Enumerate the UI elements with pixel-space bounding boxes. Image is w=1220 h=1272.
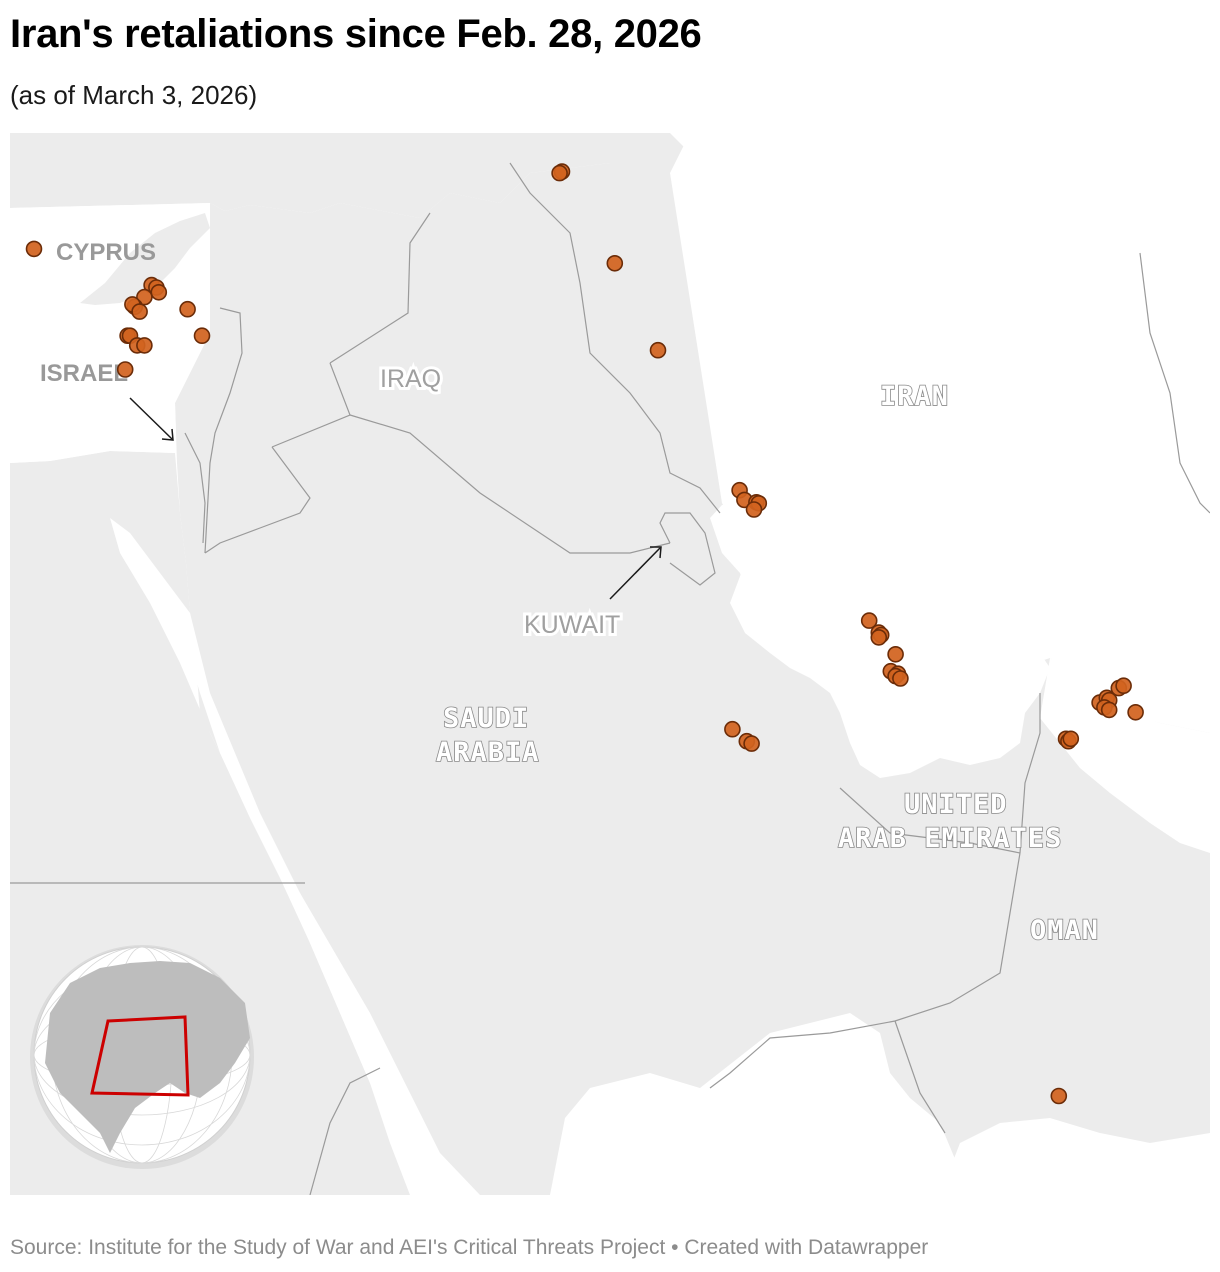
attack-marker[interactable] — [870, 629, 888, 646]
attack-marker[interactable] — [649, 341, 667, 359]
border-iraq-iran — [509, 162, 721, 514]
attack-marker[interactable] — [1050, 1087, 1068, 1105]
map-title: Iran's retaliations since Feb. 28, 2026 — [10, 12, 702, 56]
attack-marker[interactable] — [1062, 730, 1080, 748]
border-yemen-saudi — [709, 1020, 896, 1089]
source-note: Source: Institute for the Study of War a… — [10, 1236, 929, 1259]
label-saudi-2: ARABIA — [436, 737, 540, 768]
annotation-arrows — [129, 397, 662, 600]
arrow-kuwait — [609, 547, 661, 600]
arrow-israel — [129, 397, 173, 440]
border-group — [10, 162, 1210, 1195]
land-mainland — [175, 133, 1210, 1195]
border-levant — [204, 307, 243, 554]
arrow-israel-head — [161, 428, 174, 441]
label-uae-2: ARAB EMIRATES — [838, 823, 1062, 854]
water-caspian — [670, 133, 860, 203]
attack-marker[interactable] — [745, 501, 763, 518]
water-gulf-oman — [1040, 658, 1210, 853]
map-area[interactable]: CYPRUS ISRAEL IRAQ IRAN KUWAIT SAUDI ARA… — [10, 133, 1210, 1195]
inset-globe — [30, 945, 254, 1169]
attack-marker[interactable] — [136, 288, 153, 306]
land-cyprus-top — [80, 213, 210, 305]
attack-markers — [25, 163, 1144, 1105]
attack-marker[interactable] — [1115, 677, 1132, 695]
water-gulf-aden — [940, 1118, 1210, 1195]
attack-marker[interactable] — [860, 612, 878, 629]
land-turkey — [10, 133, 670, 218]
border-saudi-oman — [894, 852, 1021, 1022]
attack-marker[interactable] — [743, 735, 760, 752]
border-iraq-saudi — [349, 414, 671, 554]
attack-marker[interactable] — [25, 240, 43, 258]
attack-marker[interactable] — [551, 164, 568, 182]
border-uae-oman — [1019, 693, 1041, 854]
attack-marker[interactable] — [150, 284, 168, 301]
attack-marker[interactable] — [1127, 703, 1144, 721]
label-saudi-1: SAUDI — [443, 703, 529, 734]
border-iran-east — [1139, 252, 1210, 514]
attack-marker[interactable] — [892, 670, 909, 687]
attack-marker[interactable] — [136, 337, 153, 354]
attack-marker[interactable] — [724, 720, 741, 738]
border-syria-iraq — [329, 212, 431, 364]
attack-marker[interactable] — [131, 303, 148, 320]
label-uae-1: UNITED — [904, 789, 1008, 820]
label-kuwait: KUWAIT — [524, 611, 620, 639]
arrow-kuwait-head — [650, 546, 662, 559]
attack-marker[interactable] — [1100, 701, 1118, 719]
label-oman: OMAN — [1030, 915, 1099, 946]
map-canvas: CYPRUS ISRAEL IRAQ IRAN KUWAIT SAUDI ARA… — [10, 133, 1210, 1195]
label-iraq: IRAQ — [380, 365, 441, 393]
globe-land — [45, 961, 250, 1153]
attack-marker[interactable] — [606, 255, 624, 272]
map-subtitle: (as of March 3, 2026) — [10, 80, 258, 110]
border-africa-lower — [309, 1067, 381, 1195]
globe-extent-box — [90, 1015, 190, 1097]
label-iran: IRAN — [880, 381, 949, 412]
water-persian-gulf — [710, 505, 1050, 778]
border-kuwait-saudi — [659, 512, 716, 586]
attack-marker[interactable] — [887, 645, 904, 663]
attack-marker[interactable] — [116, 361, 134, 378]
border-yemen-oman — [894, 1020, 946, 1134]
border-israel — [184, 432, 206, 544]
attack-marker[interactable] — [193, 327, 211, 344]
attack-marker[interactable] — [179, 300, 196, 318]
border-jordan-saudi — [204, 446, 311, 554]
label-israel: ISRAEL — [40, 360, 128, 387]
label-cyprus: CYPRUS — [56, 239, 156, 266]
border-saudi-uae — [839, 787, 1021, 854]
